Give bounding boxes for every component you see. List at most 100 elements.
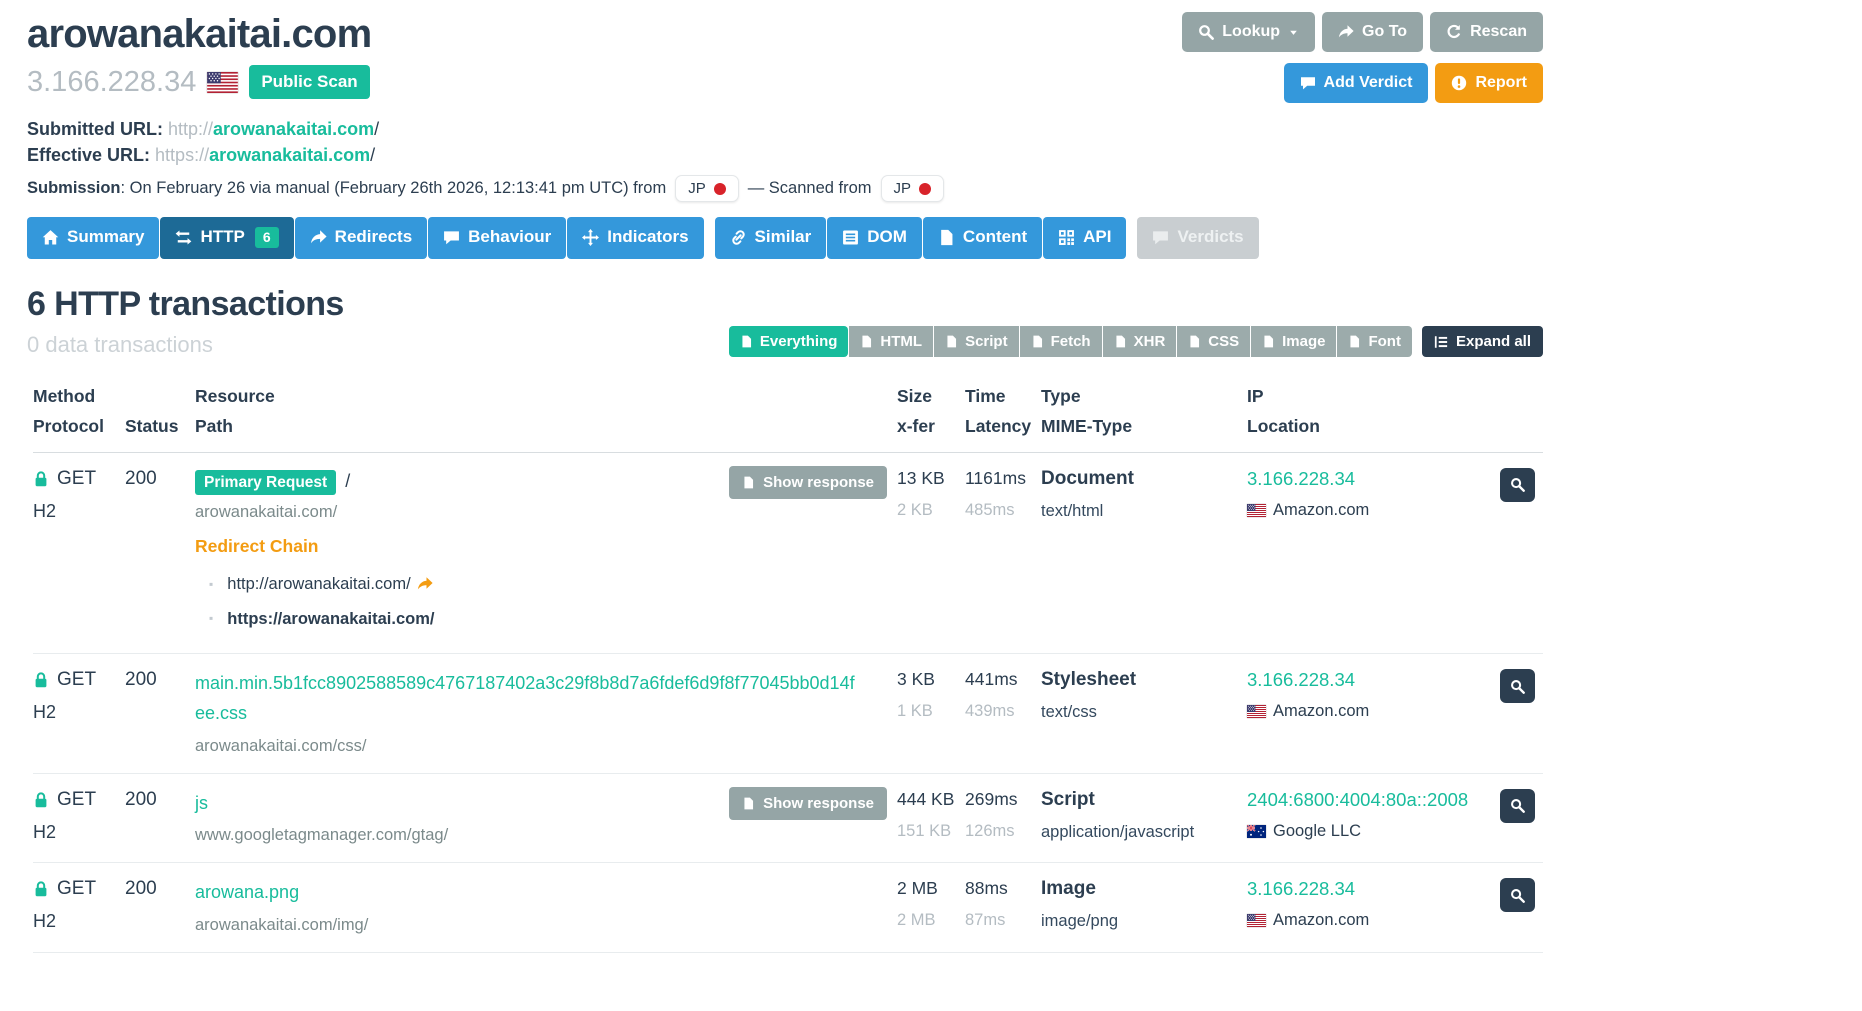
protocol-label: H2 xyxy=(33,821,57,842)
filter-everything-button[interactable]: Everything xyxy=(728,326,849,358)
ip-address-link[interactable]: 3.166.228.34 xyxy=(1247,878,1356,900)
search-icon xyxy=(1510,477,1525,493)
effective-url-path: / xyxy=(370,145,376,165)
share-icon xyxy=(417,576,433,592)
filter-script-button[interactable]: Script xyxy=(934,326,1019,358)
c-time-cell: 1161ms 485ms xyxy=(965,468,1041,636)
action-cell xyxy=(1495,878,1543,935)
redirect-url: http://arowanakaitai.com/ xyxy=(227,574,411,593)
tab-similar[interactable]: Similar xyxy=(714,217,827,260)
filter-xhr-button[interactable]: XHR xyxy=(1102,326,1177,358)
c-time-cell: 88ms 87ms xyxy=(965,878,1041,935)
tab-content[interactable]: Content xyxy=(922,217,1043,260)
ip-address-link[interactable]: 3.166.228.34 xyxy=(1247,467,1356,489)
request-detail-button[interactable] xyxy=(1500,788,1535,823)
tab-behaviour[interactable]: Behaviour xyxy=(428,217,567,260)
ip-cell: 3.166.228.34 Amazon.com xyxy=(1247,468,1495,636)
resource-link[interactable]: js xyxy=(195,792,208,813)
request-detail-button[interactable] xyxy=(1500,669,1535,704)
effective-url-domain[interactable]: arowanakaitai.com xyxy=(209,145,371,165)
status-cell: 200 xyxy=(125,789,195,846)
rescan-button[interactable]: Rescan xyxy=(1430,12,1543,52)
tab-dom[interactable]: DOM xyxy=(827,217,922,260)
resource-link[interactable]: / xyxy=(345,470,351,491)
japan-flag-dot-icon xyxy=(713,182,726,195)
filter-html-button[interactable]: HTML xyxy=(849,326,934,358)
ip-location: Amazon.com xyxy=(1273,500,1370,519)
method-label: GET xyxy=(57,878,97,900)
redirect-chain-item: https://arowanakaitai.com/ xyxy=(209,602,889,637)
submitted-url-scheme: http:// xyxy=(168,119,214,139)
filter-label: XHR xyxy=(1133,333,1166,351)
type-label: Script xyxy=(1041,788,1095,810)
filter-fetch-button[interactable]: Fetch xyxy=(1019,326,1102,358)
lock-icon xyxy=(33,672,49,688)
resource-link[interactable]: arowana.png xyxy=(195,882,300,903)
file-icon xyxy=(1031,335,1044,348)
table-row: GET H2 200 main.min.5b1fcc8902588589c476718… xyxy=(33,654,1543,774)
c-size-cell: 2 MB 2 MB xyxy=(897,878,965,935)
col-header-time: Time Latency xyxy=(965,386,1032,437)
tab-api[interactable]: API xyxy=(1043,217,1127,260)
xfer-value: 2 MB xyxy=(897,911,936,930)
resource-path: arowanakaitai.com/ xyxy=(195,502,338,521)
filter-css-button[interactable]: CSS xyxy=(1177,326,1251,358)
goto-button[interactable]: Go To xyxy=(1322,12,1424,52)
ip-address-link[interactable]: 3.166.228.34 xyxy=(1247,669,1356,691)
action-cell xyxy=(1495,467,1543,636)
tab-verdicts[interactable]: Verdicts xyxy=(1137,217,1259,260)
report-icon xyxy=(1451,75,1467,91)
tab-redirects[interactable]: Redirects xyxy=(294,217,428,260)
request-detail-button[interactable] xyxy=(1500,878,1535,913)
tab-indicators[interactable]: Indicators xyxy=(567,217,704,260)
redirect-chain-label: Redirect Chain xyxy=(195,535,319,556)
xfer-value: 2 KB xyxy=(897,500,933,519)
filter-font-button[interactable]: Font xyxy=(1337,326,1412,358)
resource-cell: js www.googletagmanager.com/gtag/Show res… xyxy=(195,786,897,846)
comment-icon xyxy=(443,229,460,246)
lookup-button[interactable]: Lookup xyxy=(1182,12,1316,52)
c-size-cell: 444 KB 151 KB xyxy=(897,789,965,846)
ip-address-link[interactable]: 2404:6800:4004:80a::2008 xyxy=(1247,788,1469,810)
filter-label: CSS xyxy=(1208,333,1240,351)
home-icon xyxy=(42,229,59,246)
tab-label: Redirects xyxy=(334,227,413,247)
lock-icon xyxy=(33,881,49,897)
latency-value: 439ms xyxy=(965,702,1015,721)
file-icon xyxy=(740,335,753,348)
file-icon xyxy=(860,335,873,348)
comment-icon xyxy=(1152,229,1169,246)
filter-image-button[interactable]: Image xyxy=(1251,326,1337,358)
tab-label: Indicators xyxy=(607,227,689,247)
request-detail-button[interactable] xyxy=(1500,467,1535,502)
resource-link[interactable]: main.min.5b1fcc8902588589c4767187402a3c2… xyxy=(195,673,855,723)
search-icon xyxy=(1510,798,1525,813)
show-response-button[interactable]: Show response xyxy=(729,786,887,820)
http-count-badge: 6 xyxy=(254,227,279,249)
resource-cell: Primary Request / arowanakaitai.com/Redire… xyxy=(195,465,897,637)
redirect-chain-item: http://arowanakaitai.com/ xyxy=(209,567,889,602)
transactions-table-body: GET H2 200 Primary Request / arowanakaitai.co… xyxy=(33,453,1543,953)
report-label: Report xyxy=(1475,74,1527,91)
col-header-actions xyxy=(1495,382,1543,442)
tab-label: HTTP xyxy=(200,227,245,247)
tab-label: DOM xyxy=(867,227,907,247)
tab-http[interactable]: HTTP 6 xyxy=(160,217,294,260)
latency-value: 87ms xyxy=(965,911,1006,930)
show-response-button[interactable]: Show response xyxy=(729,465,887,499)
resource-cell: arowana.png arowanakaitai.com/img/ xyxy=(195,878,897,935)
method-cell: GET H2 xyxy=(33,789,125,846)
file-icon xyxy=(1114,335,1127,348)
protocol-label: H2 xyxy=(33,911,57,932)
section-title: 6 HTTP transactions xyxy=(27,285,344,324)
tab-summary[interactable]: Summary xyxy=(27,217,160,260)
share-icon xyxy=(1338,24,1354,40)
add-verdict-button[interactable]: Add Verdict xyxy=(1283,63,1429,103)
status-code: 200 xyxy=(125,878,157,900)
submitted-url-domain[interactable]: arowanakaitai.com xyxy=(213,119,375,139)
move-icon xyxy=(582,229,600,247)
expand-all-button[interactable]: Expand all xyxy=(1421,326,1543,358)
report-button[interactable]: Report xyxy=(1435,63,1543,103)
search-icon xyxy=(1198,24,1215,40)
